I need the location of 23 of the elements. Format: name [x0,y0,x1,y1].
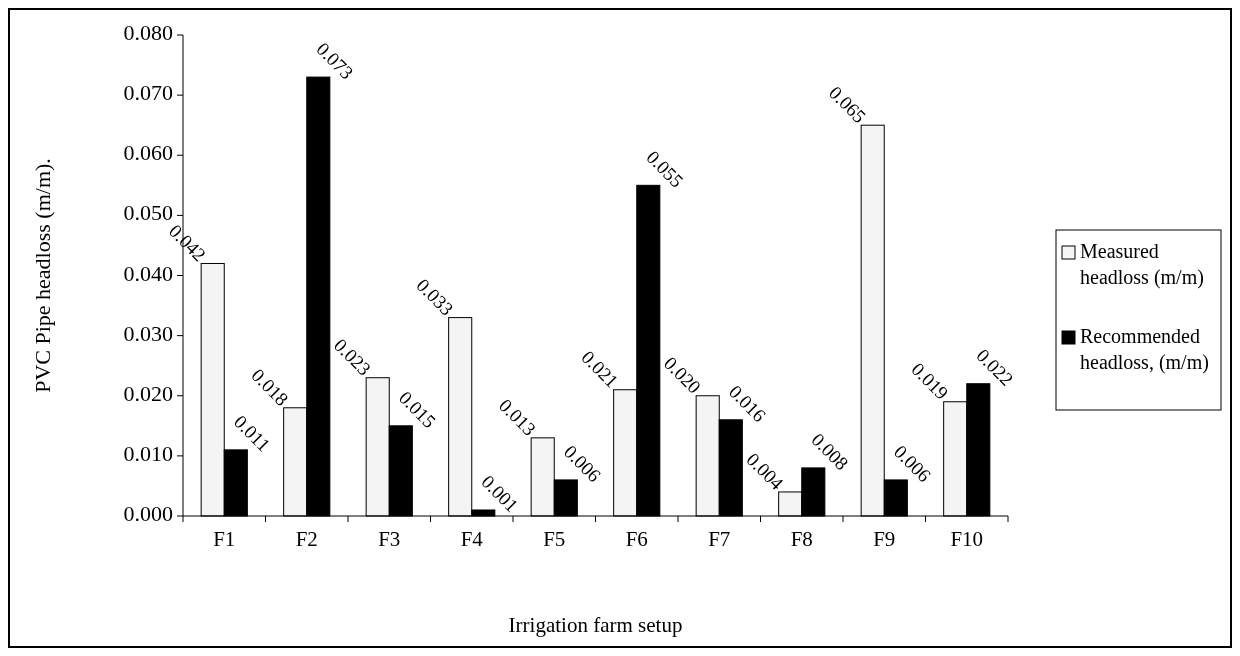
x-tick-label: F1 [213,527,236,551]
x-axis-title: Irrigation farm setup [508,613,683,637]
y-tick-label: 0.070 [123,80,173,106]
y-tick-label: 0.000 [123,501,173,527]
x-tick-label: F9 [873,527,896,551]
y-tick-label: 0.020 [123,380,173,406]
x-tick-label: F6 [625,527,648,551]
y-tick-label: 0.080 [123,20,173,46]
x-tick-label: F4 [460,527,484,551]
y-tick-label: 0.060 [123,140,173,166]
x-tick-label: F2 [295,527,318,551]
x-tick-label: F7 [708,527,731,551]
x-tick-label: F3 [378,527,401,551]
legend-label: Recommended headloss, (m/m) [1080,325,1209,374]
y-tick-label: 0.050 [123,200,173,226]
legend-label: Measured headloss (m/m) [1080,240,1204,289]
y-tick-label: 0.010 [123,440,173,466]
y-axis-title: PVC Pipe headloss (m/m). [30,158,55,393]
x-tick-label: F10 [950,527,984,551]
x-tick-label: F8 [790,527,813,551]
y-tick-label: 0.030 [123,320,173,346]
x-tick-label: F5 [543,527,566,551]
y-tick-label: 0.040 [123,260,173,286]
